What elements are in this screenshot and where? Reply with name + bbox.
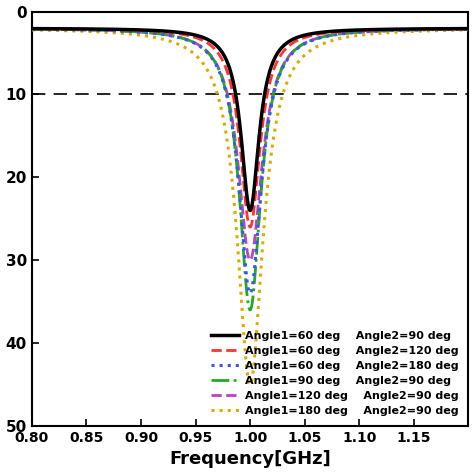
Legend: Angle1=60 deg    Angle2=90 deg, Angle1=60 deg    Angle2=120 deg, Angle1=60 deg  : Angle1=60 deg Angle2=90 deg, Angle1=60 d… xyxy=(207,327,463,420)
X-axis label: Frequency[GHz]: Frequency[GHz] xyxy=(169,450,331,468)
